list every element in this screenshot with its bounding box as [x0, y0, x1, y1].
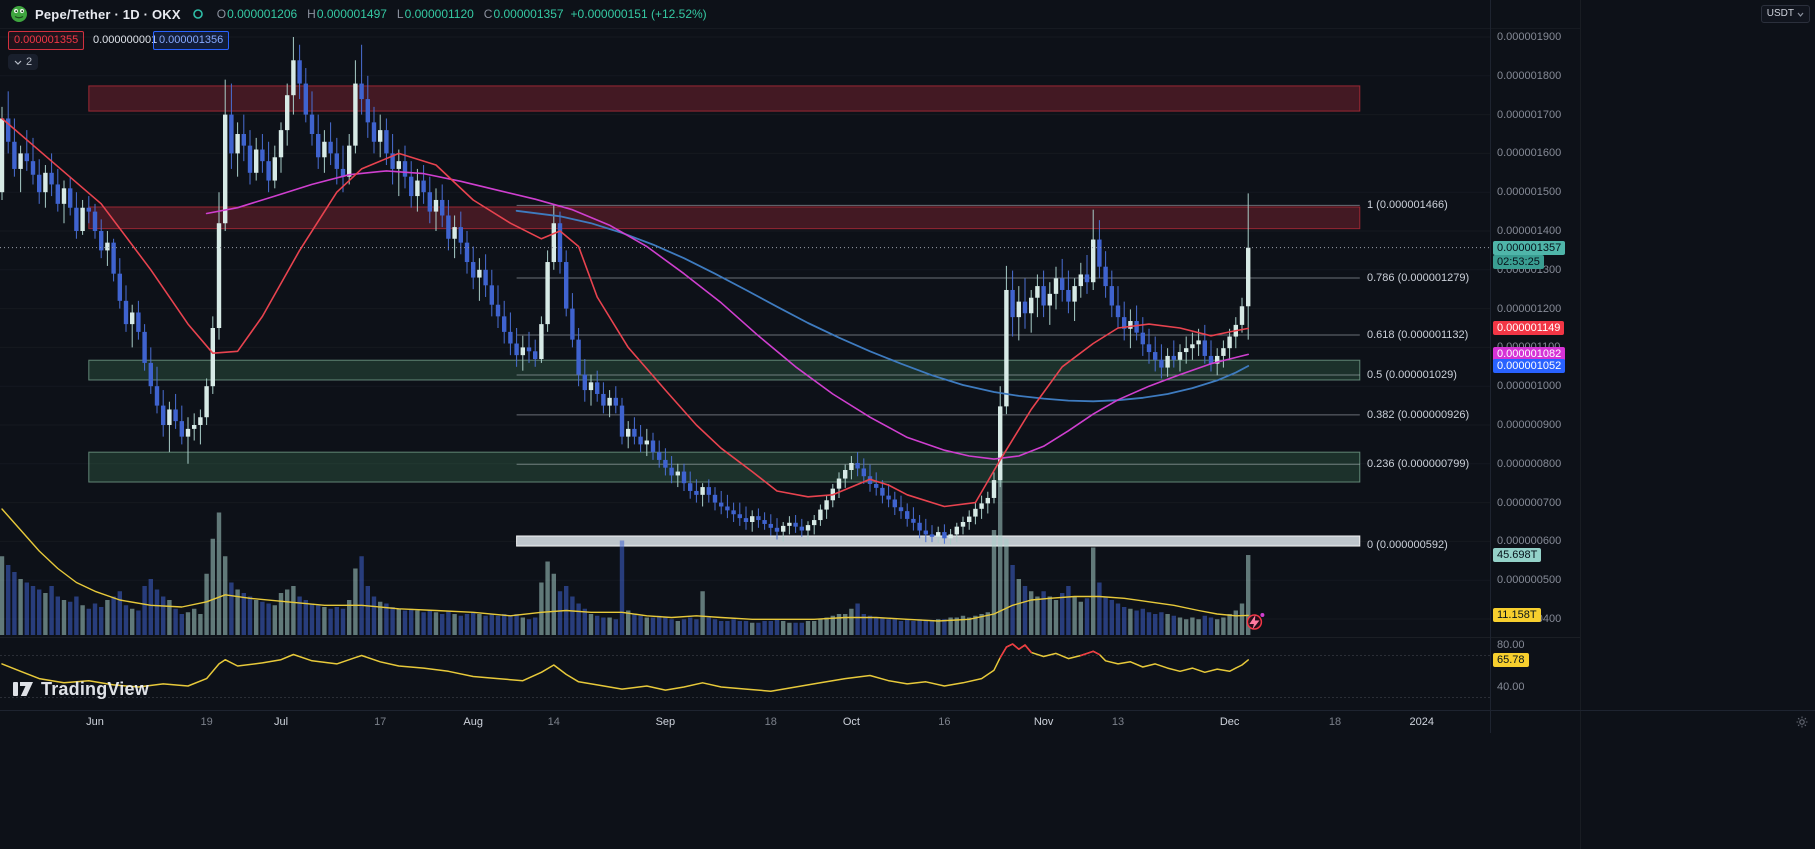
order-price-label[interactable]: 0.000001356 [153, 31, 230, 50]
base-price-label: 0.000000001 [93, 34, 158, 46]
time-tick-label: 18 [764, 716, 777, 728]
fib-level-label[interactable]: 0.382 (0.000000926) [1367, 408, 1470, 421]
rsi-lower-label: 40.00 [1497, 681, 1525, 693]
price-tick-label: 0.000000900 [1497, 419, 1562, 431]
time-tick-label: Sep [655, 716, 676, 728]
chart-header: Pepe/Tether · 1D · OKX O0.000001206 H0.0… [0, 0, 1815, 28]
price-tick-label: 0.000001600 [1497, 147, 1562, 160]
time-tick-label: Jun [86, 716, 104, 728]
alert-price-label[interactable]: 0.000001355 [8, 31, 85, 50]
right-side-panel [1580, 0, 1815, 849]
time-tick-label: Nov [1033, 716, 1054, 728]
countdown-badge: 02:53:25 [1493, 254, 1544, 269]
indicators-collapse-button[interactable]: 2 [8, 54, 39, 70]
time-tick-label: Jul [273, 716, 289, 728]
time-tick-label: 17 [374, 716, 387, 728]
fib-level-label[interactable]: 0.786 (0.000001279) [1367, 271, 1470, 284]
volume-badge: 45.698T [1493, 548, 1542, 563]
tradingview-logo-icon [13, 682, 33, 696]
price-tick-label: 0.000001200 [1497, 302, 1562, 315]
change-value: +0.000000151 (+12.52%) [570, 7, 707, 21]
price-tick-label: 0.000001800 [1497, 69, 1562, 82]
fib-level-label[interactable]: 0.236 (0.000000799) [1367, 458, 1470, 471]
fib-level-label[interactable]: 0 (0.000000592) [1367, 538, 1448, 551]
price-tick-label: 0.000000800 [1497, 457, 1562, 470]
fib-level-label[interactable]: 0.5 (0.000001029) [1367, 368, 1457, 381]
time-tick-label: 2024 [1409, 716, 1435, 728]
close-value: C0.000001357 [483, 7, 564, 21]
open-value: O0.000001206 [216, 7, 298, 21]
price-tick-label: 0.000001900 [1497, 31, 1562, 43]
symbol-title[interactable]: Pepe/Tether · 1D · OKX [35, 6, 181, 22]
time-tick-label: 13 [1111, 716, 1125, 728]
fib-level-label[interactable]: 0.618 (0.000001132) [1367, 328, 1469, 341]
price-tick-label: 0.000001500 [1497, 186, 1562, 199]
quote-currency-label: USDT [1766, 8, 1794, 19]
ma-fast-badge: 0.000001149 [1493, 321, 1565, 336]
chevron-down-icon [14, 60, 22, 65]
symbol-logo [10, 5, 28, 23]
price-tick-label: 0.000001700 [1497, 108, 1562, 121]
low-value: L0.000001120 [396, 7, 474, 21]
rsi-upper-label: 80.00 [1497, 639, 1525, 651]
tradingview-watermark[interactable]: TradingView [12, 678, 149, 700]
time-tick-label: 16 [938, 716, 951, 728]
time-tick-label: Aug [463, 716, 483, 728]
fib-level-label[interactable]: 1 (0.000001466) [1367, 199, 1448, 212]
axis-settings-gear-icon[interactable] [1795, 715, 1809, 734]
price-tick-label: 0.000000500 [1497, 574, 1562, 587]
time-tick-label: Dec [1219, 716, 1240, 728]
time-tick-label: Oct [842, 716, 860, 728]
ma-mid-badge: 0.000001082 [1493, 347, 1566, 362]
market-status-icon [192, 8, 204, 20]
volume-ma-badge: 11.158T [1493, 608, 1541, 623]
price-tick-label: 0.000000600 [1497, 535, 1562, 548]
time-tick-label: 19 [200, 716, 213, 728]
chevron-down-icon [1797, 12, 1804, 17]
ohlc-values: O0.000001206 H0.000001497 L0.000001120 C… [217, 7, 564, 21]
time-tick-label: 18 [1328, 716, 1342, 728]
rsi-value-badge: 65.78 [1493, 652, 1529, 667]
watermark-text: TradingView [41, 678, 149, 699]
high-value: H0.000001497 [307, 7, 387, 21]
time-axis[interactable]: Jun 19 Jul 17 Aug 14 Sep 18 Oct 16 Nov 13 Dec 18 2024 [0, 710, 1815, 734]
time-tick-label: 14 [547, 716, 560, 728]
last-price-badge: 0.000001357 [1493, 240, 1566, 255]
ma-slow-badge: 0.000001052 [1493, 359, 1566, 374]
price-tick-label: 0.000001000 [1497, 380, 1562, 393]
quote-currency-dropdown[interactable]: USDT [1760, 5, 1810, 23]
price-tick-label: 0.000000700 [1497, 496, 1562, 509]
price-tick-label: 0.000001400 [1497, 225, 1562, 237]
price-axis[interactable]: 0.000001900 0.000001800 0.000001700 0.00000… [1490, 0, 1581, 733]
collapsed-indicator-count: 2 [26, 56, 33, 68]
